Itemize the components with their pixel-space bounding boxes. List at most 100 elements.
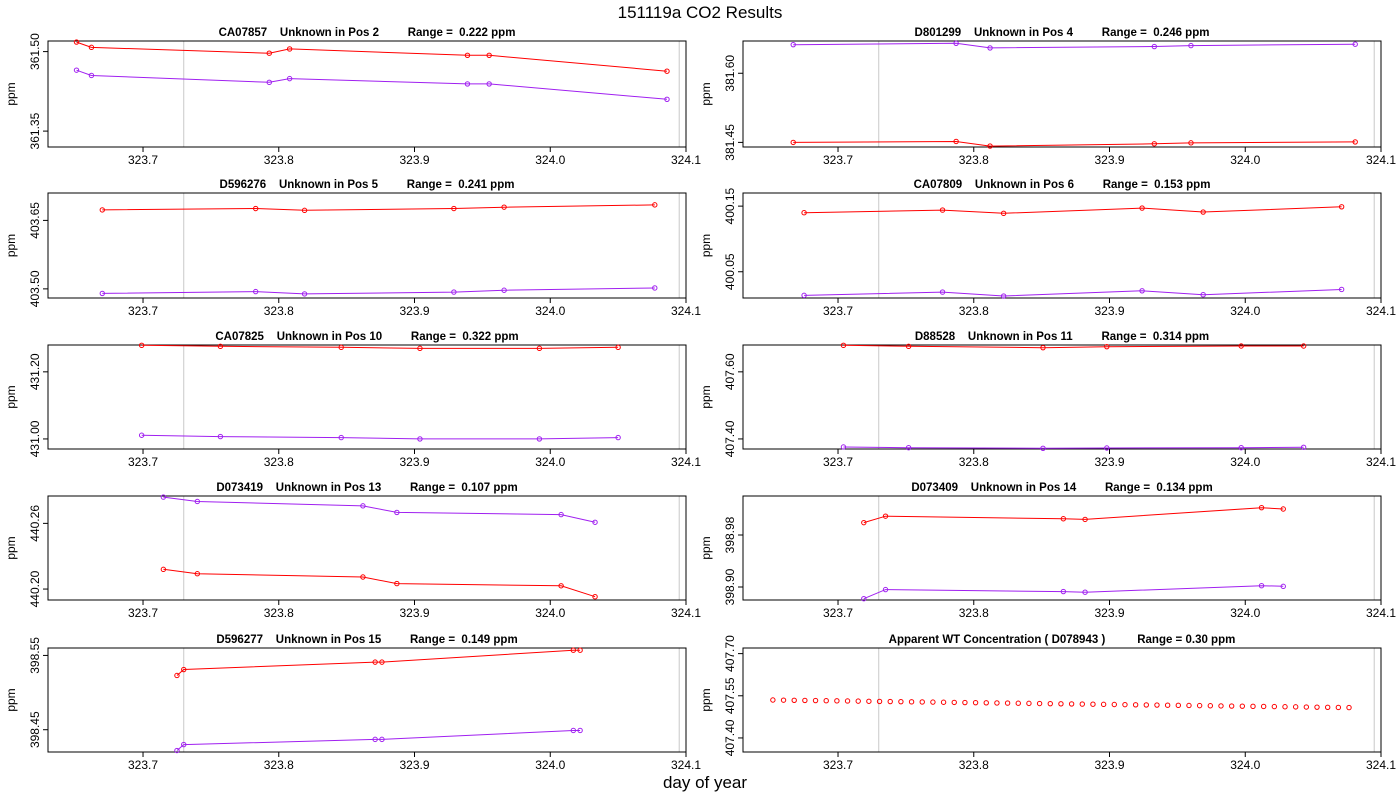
series-red-point xyxy=(939,207,946,213)
y-tick-label: 381.45 xyxy=(723,124,737,161)
x-tick-label: 324.1 xyxy=(671,758,701,772)
chart-title: Apparent WT Concentration ( D078943 ) Ra… xyxy=(889,634,1236,646)
x-tick-label: 323.8 xyxy=(264,455,294,469)
series-red-point xyxy=(160,566,167,573)
y-axis-label: ppm xyxy=(4,234,18,257)
series-red-point xyxy=(379,659,385,665)
series-red-point xyxy=(1082,516,1088,523)
x-tick-label: 324.1 xyxy=(1366,455,1396,469)
plot-frame xyxy=(47,495,687,601)
series-red-line xyxy=(793,140,1356,147)
x-tick-label: 323.8 xyxy=(959,455,989,469)
series-red-point xyxy=(536,345,543,352)
series-red-point xyxy=(1250,703,1256,710)
series-red-point xyxy=(1352,139,1358,145)
series-red-point xyxy=(887,698,893,705)
y-axis-label: ppm xyxy=(699,82,713,105)
plot-frame xyxy=(47,647,687,753)
series-red-point xyxy=(1260,703,1267,710)
x-tick-label: 323.8 xyxy=(959,606,989,620)
series-purple-point xyxy=(939,289,946,295)
series-purple-point xyxy=(379,736,385,743)
plot-frame xyxy=(47,344,687,450)
series-purple-point xyxy=(1151,43,1158,50)
series-red-point xyxy=(882,513,889,519)
series-purple-point xyxy=(73,67,80,73)
chart-title: D596277 Unknown in Pos 15 Range = 0.149 … xyxy=(216,634,517,646)
series-red-point xyxy=(338,344,344,351)
series-red-point xyxy=(972,699,979,706)
series-red-point xyxy=(1164,702,1171,708)
series-purple-line xyxy=(76,69,668,100)
series-red-point xyxy=(1040,344,1046,351)
y-axis-label: ppm xyxy=(699,234,713,257)
x-tick-label: 323.9 xyxy=(399,758,429,772)
x-tick-label: 323.8 xyxy=(264,304,294,318)
y-tick-label: 361.50 xyxy=(28,33,42,70)
x-tick-label: 324.0 xyxy=(535,304,565,318)
series-red-point xyxy=(558,583,564,589)
series-red-point xyxy=(99,207,105,213)
series-red-point xyxy=(823,698,829,704)
series-purple-point xyxy=(88,72,95,79)
plot-frame xyxy=(742,344,1382,450)
x-tick-label: 324.0 xyxy=(535,758,565,772)
series-purple-point xyxy=(1104,445,1110,451)
series-red-point xyxy=(1026,700,1032,707)
x-tick-label: 324.1 xyxy=(671,304,701,318)
series-red-line xyxy=(102,204,655,211)
x-tick-label: 323.9 xyxy=(399,304,429,318)
series-red-point xyxy=(266,50,272,56)
chart-title: D801299 Unknown in Pos 4 Range = 0.246 p… xyxy=(915,27,1210,39)
chart-panel: D073409 Unknown in Pos 14 Range = 0.134 … xyxy=(699,482,1396,620)
x-tick-label: 324.0 xyxy=(1230,606,1260,620)
y-tick-label: 440.26 xyxy=(28,505,42,542)
series-red-point xyxy=(802,697,808,704)
y-axis-label: ppm xyxy=(4,688,18,711)
x-tick-label: 323.9 xyxy=(399,455,429,469)
x-tick-label: 324.0 xyxy=(535,606,565,620)
x-tick-label: 323.8 xyxy=(959,758,989,772)
series-red-point xyxy=(898,698,904,705)
series-red-line xyxy=(76,41,668,72)
series-purple-point xyxy=(1352,41,1358,47)
y-tick-label: 407.40 xyxy=(723,420,737,457)
x-tick-label: 323.7 xyxy=(128,153,158,167)
x-tick-label: 324.1 xyxy=(1366,153,1396,167)
y-tick-label: 407.40 xyxy=(723,719,737,756)
x-tick-label: 324.0 xyxy=(535,455,565,469)
series-red-point xyxy=(1100,701,1107,708)
series-red-point xyxy=(1079,701,1085,707)
y-tick-label: 400.15 xyxy=(723,187,737,224)
series-red-point xyxy=(1111,701,1117,708)
x-tick-label: 323.7 xyxy=(823,304,853,318)
series-red-point xyxy=(905,343,912,350)
series-red-point xyxy=(1335,704,1342,711)
series-red-point xyxy=(1292,704,1299,710)
y-tick-label: 403.50 xyxy=(28,270,42,307)
series-red-point xyxy=(780,697,787,703)
series-purple-point xyxy=(664,96,670,103)
x-tick-label: 323.7 xyxy=(128,304,158,318)
series-red-point xyxy=(1239,703,1246,709)
y-axis-label: ppm xyxy=(4,536,18,559)
series-purple-point xyxy=(417,436,423,442)
series-purple-point xyxy=(338,434,344,441)
series-red-point xyxy=(844,698,851,704)
series-red-point xyxy=(174,672,180,679)
series-purple-line xyxy=(793,42,1356,49)
series-purple-point xyxy=(464,81,471,87)
series-purple-point xyxy=(577,727,583,734)
series-purple-point xyxy=(1000,293,1007,299)
series-purple-point xyxy=(536,436,543,442)
series-red-point xyxy=(876,698,883,705)
series-red-point xyxy=(1047,700,1053,707)
series-red-point xyxy=(951,699,957,706)
series-red-point xyxy=(1346,704,1352,711)
series-red-point xyxy=(88,44,95,51)
series-red-point xyxy=(994,700,1000,706)
series-red-point xyxy=(1060,516,1067,522)
series-red-point xyxy=(919,699,925,705)
x-tick-label: 323.7 xyxy=(128,606,158,620)
